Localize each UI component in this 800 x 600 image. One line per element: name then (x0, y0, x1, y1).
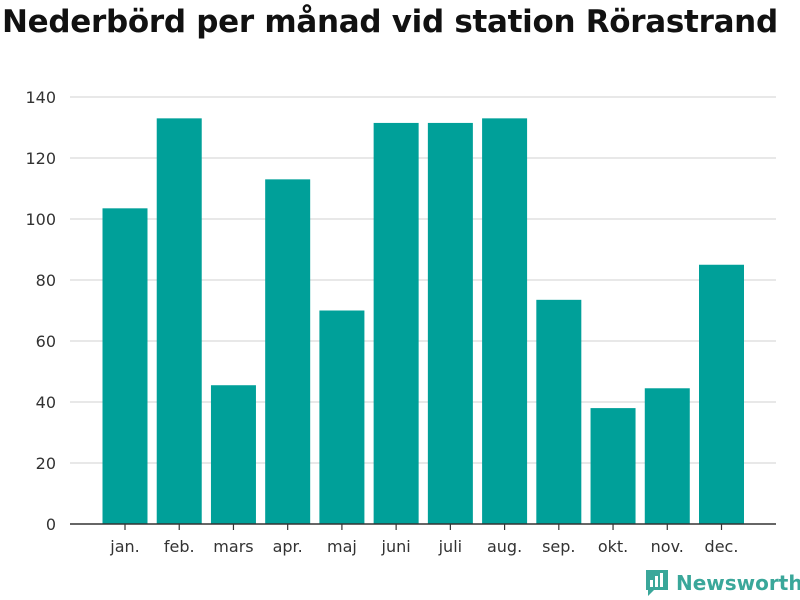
x-tick-labels: jan. feb. mars apr. maj juni juli aug. sep. okt. n… (109, 537, 738, 556)
bar-chart-logo-icon (646, 570, 668, 596)
x-tick-label: juni (381, 537, 411, 556)
x-tick-label: nov. (651, 537, 684, 556)
bar (536, 299, 582, 524)
x-tick-label: mars (213, 537, 253, 556)
bar (210, 385, 256, 524)
x-tick-label: juli (438, 537, 462, 556)
x-tick-label: okt. (598, 537, 628, 556)
bar (373, 122, 419, 525)
bar (265, 179, 311, 524)
y-tick-label: 140 (25, 88, 56, 107)
bar (102, 208, 148, 524)
x-tick-label: sep. (542, 537, 575, 556)
brand-name: Newsworthy (676, 571, 800, 595)
x-tick-label: maj (327, 537, 357, 556)
bar (644, 388, 690, 524)
y-tick-label: 80 (36, 271, 56, 290)
x-tick-label: jan. (109, 537, 139, 556)
chart-title: Nederbörd per månad vid station Rörastra… (2, 4, 778, 40)
y-tick-label: 120 (25, 149, 56, 168)
y-tick-label: 0 (46, 515, 56, 534)
y-tick-labels: 0 20 40 60 80 100 120 140 (25, 88, 56, 534)
y-tick-label: 20 (36, 454, 56, 473)
bar (699, 264, 744, 524)
axes (70, 523, 776, 530)
x-tick-label: aug. (487, 537, 522, 556)
bar (427, 122, 473, 525)
x-tick-label: dec. (705, 537, 739, 556)
bar (482, 118, 528, 524)
y-tick-label: 40 (36, 393, 56, 412)
bars (102, 118, 744, 525)
bar (319, 310, 365, 524)
y-tick-label: 100 (25, 210, 56, 229)
brand-logo: Newsworthy (644, 568, 800, 598)
y-tick-label: 60 (36, 332, 56, 351)
x-tick-label: apr. (273, 537, 303, 556)
bar (590, 408, 636, 524)
bar (156, 118, 202, 524)
x-tick-label: feb. (164, 537, 195, 556)
